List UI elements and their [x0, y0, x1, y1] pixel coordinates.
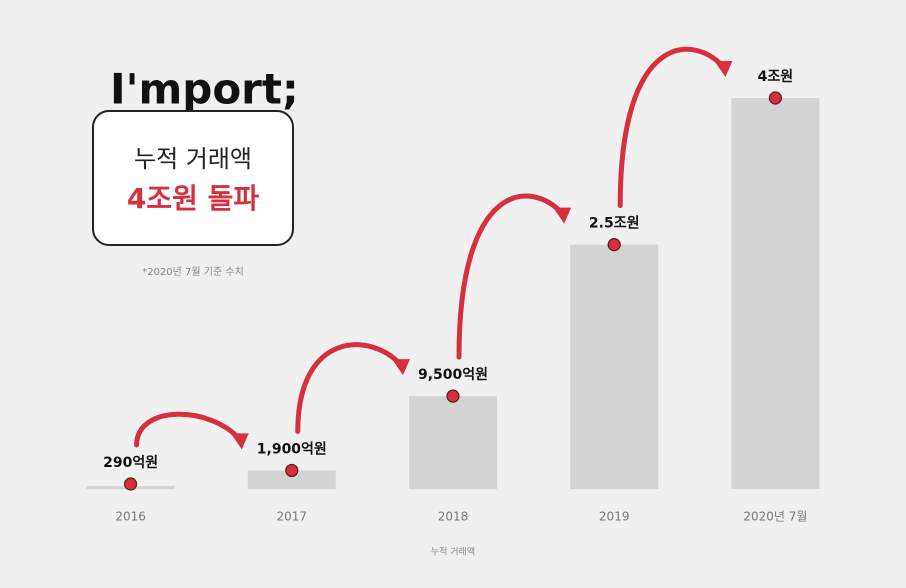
brand-logo: I'mport; [110, 65, 299, 114]
bar [570, 244, 659, 489]
note: *2020년 7월 기준 수치 [142, 266, 244, 278]
progress-arrow [295, 342, 404, 434]
progress-arrow [134, 411, 243, 448]
arrow-head [392, 359, 410, 376]
x-tick-label: 2017 [277, 510, 308, 524]
x-tick-label: 2020년 7월 [743, 510, 807, 524]
progress-arrow [456, 193, 565, 360]
bar-marker [124, 477, 138, 491]
bar-marker [768, 91, 783, 105]
x-tick-label: 2016 [115, 510, 146, 524]
bar [731, 98, 820, 489]
bar [247, 470, 336, 489]
x-axis-label: 누적 거래액 [431, 546, 475, 558]
arrow-head [714, 61, 733, 77]
headline-line1: 누적 거래액 [134, 145, 252, 173]
x-tick-label: 2019 [599, 510, 630, 524]
arrow-head [553, 207, 572, 224]
value-label: 9,500억원 [418, 367, 488, 383]
value-label: 290억원 [103, 455, 158, 471]
arrow-head [230, 433, 249, 450]
headline-line2: 4조원 돌파 [127, 182, 260, 215]
value-label: 1,900억원 [257, 441, 327, 457]
bar-marker [285, 463, 299, 478]
headline-box [92, 110, 294, 246]
bar-marker [607, 238, 621, 252]
bar-marker [446, 389, 460, 403]
value-label: 2.5조원 [589, 216, 640, 232]
bar [409, 396, 497, 489]
value-label: 4조원 [758, 69, 794, 85]
progress-arrow [617, 46, 726, 209]
x-tick-label: 2018 [438, 510, 469, 524]
